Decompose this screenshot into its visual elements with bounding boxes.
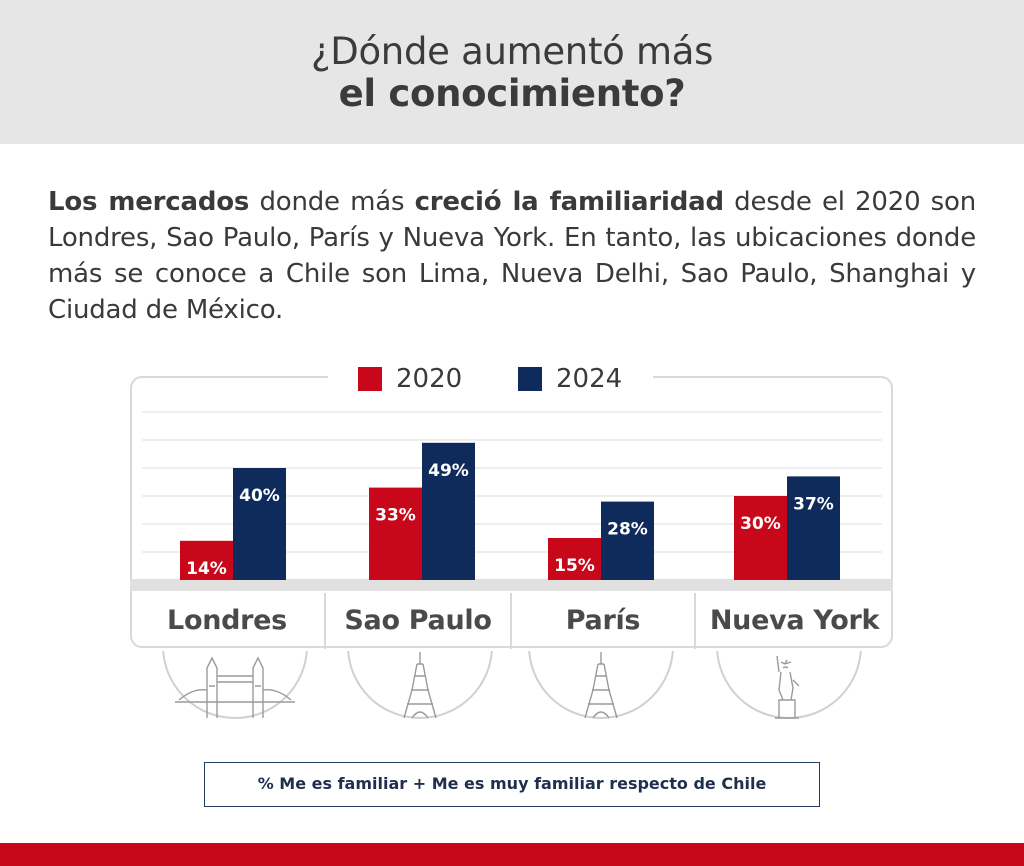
- eiffel-tower-icon: [528, 651, 674, 719]
- bars-group: 14% 40% 33% 49% 15% 28% 30% 37%: [180, 442, 840, 580]
- bar-2024-0: [233, 468, 286, 580]
- city-label-sao-paulo: Sao Paulo: [344, 605, 492, 636]
- intro-bold-1: Los mercados: [48, 187, 250, 217]
- intro-paragraph: Los mercados donde más creció la familia…: [48, 184, 976, 328]
- data-label-2020-0: 14%: [186, 559, 227, 579]
- footnote-box: % Me es familiar + Me es muy familiar re…: [204, 762, 820, 807]
- bar-2024-2: [601, 501, 654, 580]
- data-label-2020-3: 30%: [740, 514, 781, 534]
- city-divider: [510, 593, 512, 649]
- legend-label-2024: 2024: [556, 364, 623, 394]
- landmark-icons: [162, 651, 862, 719]
- data-label-2024-3: 37%: [793, 494, 834, 514]
- city-label-nueva-york: Nueva York: [709, 605, 880, 636]
- eiffel-tower-icon: [347, 651, 493, 719]
- data-label-2024-0: 40%: [239, 486, 280, 506]
- bar-2020-0: [180, 540, 233, 580]
- legend-label-2020: 2020: [396, 364, 463, 394]
- legend: 2020 2024: [328, 360, 653, 396]
- data-label-2024-1: 49%: [428, 461, 469, 481]
- bar-2024-3: [787, 476, 840, 580]
- intro-text-2: desde el 2020 son Londres, Sao Paulo, Pa…: [48, 187, 976, 325]
- legend-swatch-2020: [358, 367, 382, 391]
- legend-swatch-2024: [518, 367, 542, 391]
- data-label-2020-2: 15%: [554, 556, 595, 576]
- data-label-2020-1: 33%: [375, 506, 416, 526]
- tower-bridge-icon: [162, 651, 308, 719]
- header-banner: ¿Dónde aumentó más el conocimiento?: [0, 0, 1024, 144]
- city-divider: [324, 593, 326, 649]
- bar-2020-3: [734, 496, 787, 580]
- city-label-paris: París: [565, 605, 641, 636]
- bar-2020-2: [548, 538, 601, 580]
- city-divider: [694, 593, 696, 649]
- baseline-band: [130, 579, 893, 591]
- city-label-londres: Londres: [167, 605, 287, 636]
- bar-2024-1: [422, 442, 475, 580]
- bar-2020-1: [369, 487, 422, 580]
- intro-text-1: donde más: [249, 187, 415, 217]
- page-title-line-1: ¿Dónde aumentó más: [310, 30, 714, 73]
- statue-of-liberty-icon: [716, 651, 862, 719]
- data-label-2024-2: 28%: [607, 520, 648, 540]
- city-labels-row: Londres Sao Paulo París Nueva York: [130, 593, 893, 649]
- intro-bold-2: creció la familiaridad: [414, 187, 725, 217]
- bottom-accent-bar: [0, 843, 1024, 866]
- page-title-line-2: el conocimiento?: [338, 72, 686, 115]
